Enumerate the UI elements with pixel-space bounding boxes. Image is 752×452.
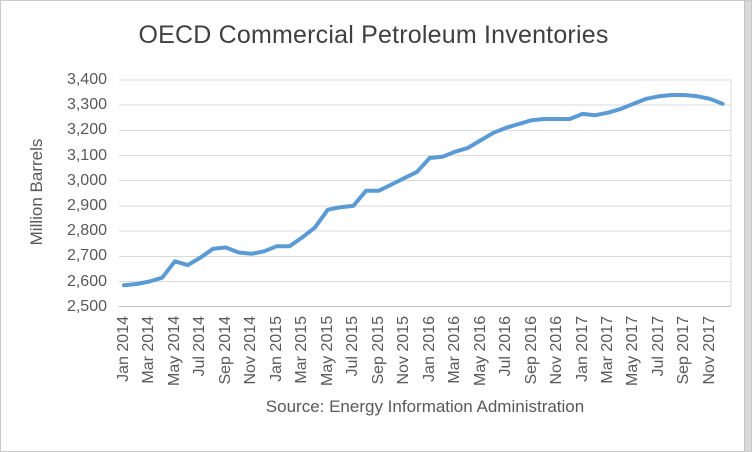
- x-tick-label: Sep 2016: [522, 316, 540, 385]
- x-tick-label: Jan 2017: [573, 316, 591, 382]
- source-note: Source: Energy Information Administratio…: [265, 397, 585, 416]
- x-tick-label: Sep 2014: [216, 316, 234, 385]
- x-tick-label: May 2014: [165, 315, 183, 386]
- x-tick-label: Jan 2014: [115, 316, 132, 382]
- y-tick-label: 2,800: [66, 222, 107, 240]
- window-edge-strip: [744, 1, 751, 451]
- x-tick-label: Jul 2017: [649, 316, 667, 377]
- y-tick-label: 3,300: [66, 96, 107, 114]
- x-tick-label: Mar 2015: [293, 316, 311, 384]
- x-tick-label: May 2015: [318, 315, 336, 386]
- x-tick-label: May 2016: [471, 315, 489, 386]
- y-tick-label: 2,700: [66, 247, 107, 265]
- x-tick-label: Jul 2014: [191, 316, 209, 377]
- x-tick-label: Mar 2014: [140, 316, 158, 384]
- chart-title: OECD Commercial Petroleum Inventories: [138, 21, 609, 49]
- x-tick-label: Mar 2017: [599, 316, 616, 384]
- x-tick-label: Sep 2015: [369, 316, 387, 385]
- y-tick-label: 2,600: [66, 272, 107, 290]
- y-tick-label: 2,900: [66, 196, 107, 214]
- y-tick-label: 3,000: [66, 171, 107, 189]
- x-tick-label: Nov 2016: [548, 316, 566, 385]
- y-tick-label: 2,500: [66, 297, 107, 315]
- x-tick-label: Nov 2015: [395, 316, 413, 385]
- x-tick-label: Nov 2017: [700, 316, 718, 385]
- x-tick-label: Nov 2014: [242, 316, 260, 385]
- x-tick-label: May 2017: [624, 315, 642, 386]
- y-tick-label: 3,200: [66, 121, 107, 139]
- x-tick-label: Jan 2016: [420, 316, 438, 382]
- x-tick-label: Jul 2016: [497, 316, 515, 377]
- x-tick-label: Mar 2016: [446, 316, 464, 384]
- x-tick-label: Jan 2015: [267, 316, 285, 382]
- x-tick-label: Sep 2017: [675, 316, 693, 385]
- y-tick-label: 3,100: [66, 146, 107, 164]
- y-tick-label: 3,400: [66, 70, 107, 88]
- x-tick-label: Jul 2015: [344, 316, 362, 377]
- series-line: [122, 93, 725, 288]
